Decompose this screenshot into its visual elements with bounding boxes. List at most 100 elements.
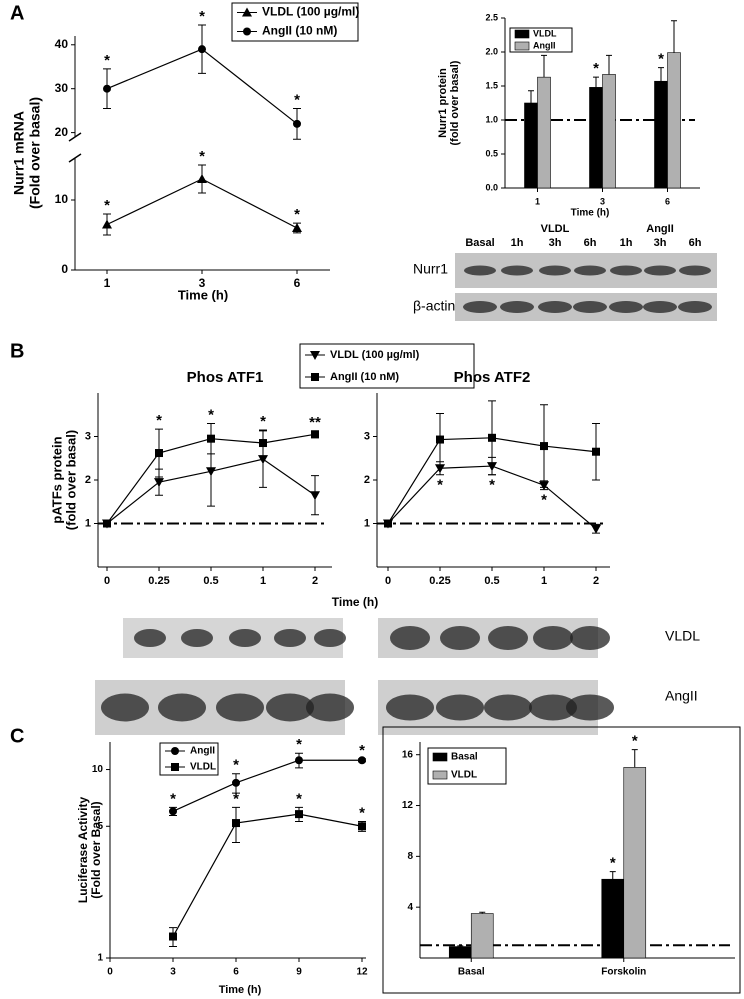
significance: ** (309, 414, 321, 431)
marker (592, 447, 600, 456)
marker (310, 491, 320, 501)
panel-label: A (10, 2, 24, 24)
blot-row-label: AngII (665, 688, 698, 704)
y-tick-label: 2 (364, 474, 370, 486)
y-tick-label: 0 (61, 262, 68, 276)
marker (540, 442, 548, 451)
y-tick-label: 1.0 (485, 114, 498, 124)
x-tick-label: 0.5 (203, 575, 218, 587)
y-axis-label: pATFs protein (49, 436, 64, 523)
blot-band (181, 629, 213, 647)
y-tick-label: 4 (407, 902, 413, 913)
x-axis-label: Time (h) (332, 595, 378, 609)
blot-band (134, 629, 166, 647)
blot-band (229, 629, 261, 647)
marker (197, 174, 207, 183)
y-tick-label: 1.5 (485, 80, 498, 90)
bar (448, 946, 472, 959)
y-axis-label: Luciferase Activity (76, 797, 90, 904)
error-bar (593, 76, 599, 88)
y-tick-label: 12 (402, 800, 414, 811)
error-bar (606, 54, 612, 75)
significance: * (208, 406, 214, 423)
blot-row-label: VLDL (665, 628, 700, 644)
blot-band (610, 265, 642, 276)
series-line (172, 813, 363, 937)
y-tick-label: 1 (364, 517, 370, 529)
blot-band (306, 693, 354, 722)
marker (384, 519, 392, 528)
significance: * (104, 197, 110, 214)
y-tick-label: 10 (92, 764, 104, 775)
blot-band (609, 301, 643, 313)
marker (310, 351, 320, 360)
marker (103, 84, 111, 93)
plot-frame (382, 726, 741, 994)
x-axis-label: Time (h) (571, 208, 610, 219)
significance: * (359, 742, 365, 759)
x-tick-label: Basal (458, 967, 485, 978)
blot-band (386, 694, 434, 721)
y-axis-label: (fold over basal) (449, 60, 461, 145)
legend-label: AngII (10 nM) (262, 24, 337, 38)
significance: * (233, 790, 239, 807)
x-tick-label: 2 (593, 575, 599, 587)
blot-lane-label: 3h (654, 237, 667, 249)
significance: * (296, 736, 302, 753)
bar (524, 102, 538, 189)
marker (311, 430, 319, 439)
legend-label: VLDL (100 µg/ml) (262, 5, 359, 19)
y-tick-label: 0.0 (485, 182, 498, 192)
blot-band (539, 265, 571, 276)
x-tick-label: 1 (260, 575, 266, 587)
x-tick-label: 1 (541, 575, 547, 587)
blot-band (644, 265, 676, 276)
bar (601, 878, 625, 959)
blot-row-label: β-actin (413, 298, 455, 314)
x-tick-label: 0 (107, 967, 113, 978)
axis-break (68, 153, 82, 163)
significance: * (632, 733, 638, 750)
error-bar (479, 911, 486, 914)
blot-band (538, 301, 572, 313)
y-axis-label: (fold over basal) (63, 430, 78, 530)
marker (171, 763, 179, 771)
significance: * (593, 60, 599, 77)
error-bar (631, 749, 638, 768)
blot-lane-label: 6h (689, 237, 702, 249)
y-tick-label: 1 (97, 953, 103, 964)
y-tick-label: 30 (55, 81, 69, 95)
x-tick-label: Forskolin (601, 967, 646, 978)
bar (537, 76, 551, 189)
marker (258, 455, 268, 465)
marker (591, 524, 601, 534)
legend-box (159, 742, 219, 776)
blot-lane-label: 1h (620, 237, 633, 249)
blot-band (679, 265, 711, 276)
legend-box (231, 2, 359, 42)
x-tick-label: 6 (294, 276, 301, 290)
x-tick-label: 12 (356, 967, 368, 978)
blot-band (500, 301, 534, 313)
blot-band (440, 626, 480, 650)
marker (293, 119, 301, 128)
blot-band (484, 694, 532, 721)
marker (155, 449, 163, 458)
marker (206, 467, 216, 477)
marker (154, 478, 164, 488)
legend-swatch (432, 752, 448, 762)
blot-band (158, 693, 206, 722)
blot-band (464, 265, 496, 276)
significance: * (199, 148, 205, 165)
blot-band (643, 301, 677, 313)
y-axis-label: Nurr1 protein (437, 68, 449, 138)
x-tick-label: 3 (600, 196, 605, 206)
blot-band (216, 693, 264, 722)
marker (232, 819, 240, 828)
x-tick-label: 2 (312, 575, 318, 587)
x-axis-label: Time (h) (178, 287, 228, 302)
blot-band (678, 301, 712, 313)
error-bar (671, 20, 677, 53)
blot-band (266, 693, 314, 722)
